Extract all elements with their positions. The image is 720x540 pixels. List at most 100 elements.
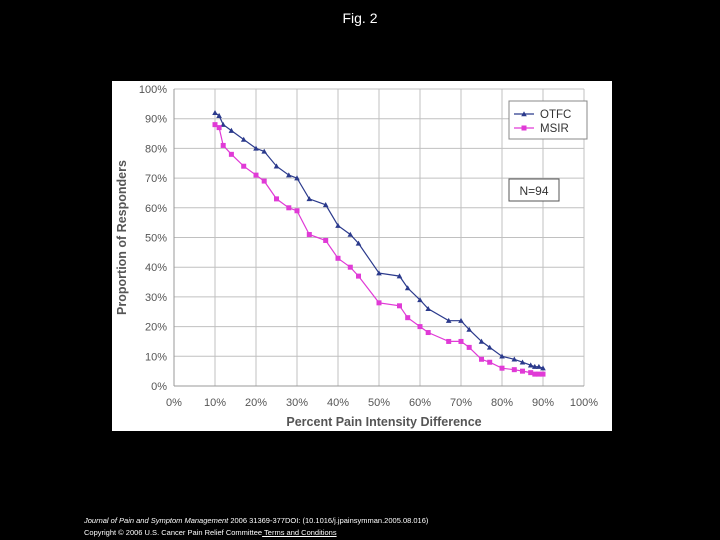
data-point bbox=[417, 324, 423, 330]
x-tick-label: 40% bbox=[327, 397, 349, 409]
data-point bbox=[521, 125, 527, 131]
data-point bbox=[404, 285, 411, 291]
x-tick-label: 100% bbox=[570, 397, 598, 409]
data-point bbox=[417, 297, 423, 303]
data-point bbox=[458, 338, 464, 344]
data-point bbox=[356, 273, 361, 279]
y-tick-label: 50% bbox=[145, 233, 167, 245]
data-point bbox=[486, 344, 493, 350]
data-point bbox=[220, 121, 226, 127]
data-point bbox=[220, 142, 226, 148]
legend-label: MSIR bbox=[540, 123, 569, 135]
data-point bbox=[445, 317, 452, 323]
data-point bbox=[216, 112, 222, 118]
footer-citation-line: Journal of Pain and Symptom Management 2… bbox=[84, 516, 428, 525]
data-point bbox=[397, 303, 402, 309]
data-point bbox=[532, 363, 538, 369]
y-tick-label: 10% bbox=[145, 351, 167, 363]
journal-name: Journal of Pain and Symptom Management bbox=[84, 516, 229, 525]
x-tick-label: 30% bbox=[286, 397, 308, 409]
data-point bbox=[212, 109, 218, 115]
x-axis-title: Percent Pain Intensity Difference bbox=[286, 415, 481, 429]
data-point bbox=[347, 264, 353, 270]
data-point bbox=[241, 163, 247, 169]
x-tick-label: 60% bbox=[409, 397, 431, 409]
citation-text: 2006 31369-377DOI: (10.1016/j.jpainsymma… bbox=[228, 516, 429, 525]
data-point bbox=[466, 326, 472, 332]
data-point bbox=[540, 365, 546, 371]
data-point bbox=[335, 255, 341, 261]
data-point bbox=[376, 300, 382, 306]
data-point bbox=[335, 222, 341, 228]
data-point bbox=[261, 148, 267, 154]
data-point bbox=[376, 270, 382, 276]
legend-item-msir: MSIR bbox=[514, 123, 569, 135]
data-point bbox=[306, 232, 312, 238]
data-point bbox=[240, 136, 247, 142]
data-point bbox=[253, 145, 259, 151]
slide-title: Fig. 2 bbox=[342, 10, 378, 26]
y-tick-label: 30% bbox=[145, 292, 167, 304]
x-tick-label: 20% bbox=[245, 397, 267, 409]
data-point bbox=[511, 367, 517, 373]
series-msir bbox=[212, 122, 546, 377]
legend-item-otfc: OTFC bbox=[514, 109, 571, 121]
data-point bbox=[347, 231, 354, 237]
data-point bbox=[499, 365, 505, 371]
footer-copyright-line: Copyright © 2006 U.S. Cancer Pain Relief… bbox=[84, 528, 337, 537]
data-point bbox=[396, 273, 403, 279]
data-point bbox=[479, 356, 484, 362]
x-tick-label: 50% bbox=[368, 397, 390, 409]
sample-size-annotation: N=94 bbox=[508, 178, 560, 202]
data-point bbox=[274, 196, 279, 202]
data-point bbox=[273, 163, 280, 169]
data-point bbox=[322, 202, 329, 208]
x-tick-label: 90% bbox=[532, 397, 554, 409]
y-tick-label: 20% bbox=[145, 322, 167, 334]
copyright-text: Copyright © 2006 U.S. Cancer Pain Relief… bbox=[84, 528, 263, 537]
data-point bbox=[405, 315, 411, 321]
data-point bbox=[261, 178, 267, 184]
y-tick-label: 80% bbox=[145, 143, 167, 155]
data-point bbox=[212, 122, 218, 128]
data-point bbox=[253, 172, 259, 178]
data-point bbox=[487, 359, 493, 365]
y-tick-label: 40% bbox=[145, 262, 167, 274]
data-point bbox=[527, 362, 534, 368]
legend: OTFC MSIR bbox=[508, 100, 588, 140]
data-point bbox=[425, 305, 431, 312]
data-point bbox=[528, 370, 534, 376]
data-point bbox=[355, 240, 362, 246]
legend-box bbox=[508, 100, 588, 140]
data-point bbox=[286, 172, 292, 178]
x-tick-label: 70% bbox=[450, 397, 472, 409]
data-point bbox=[458, 317, 464, 323]
figure-panel: 0% 10% 20% 30% 40% 50% 60% 70% 80% 90% 100% 0% 10% 20… bbox=[112, 81, 612, 431]
data-point bbox=[511, 356, 518, 362]
annotation-box bbox=[508, 178, 560, 202]
data-point bbox=[532, 371, 538, 377]
data-point bbox=[536, 371, 542, 377]
y-tick-label: 0% bbox=[151, 381, 167, 393]
data-point bbox=[521, 111, 527, 117]
data-point bbox=[499, 353, 505, 359]
legend-label: OTFC bbox=[540, 109, 571, 121]
data-point bbox=[228, 151, 234, 157]
data-point bbox=[540, 371, 546, 377]
terms-and-conditions-link[interactable]: Terms and Conditions bbox=[262, 528, 337, 537]
data-point bbox=[478, 338, 485, 344]
y-tick-label: 100% bbox=[139, 84, 167, 96]
x-tick-label: 0% bbox=[166, 397, 182, 409]
data-point bbox=[294, 208, 300, 214]
data-point bbox=[520, 368, 525, 374]
y-tick-label: 90% bbox=[145, 114, 167, 126]
data-point bbox=[228, 127, 235, 133]
data-point bbox=[216, 125, 222, 131]
y-tick-label: 70% bbox=[145, 173, 167, 185]
x-tick-label: 80% bbox=[491, 397, 513, 409]
data-point bbox=[536, 363, 542, 369]
y-tick-label: 60% bbox=[145, 203, 167, 215]
y-axis-title: Proportion of Responders bbox=[115, 160, 129, 315]
data-point bbox=[466, 344, 472, 350]
data-point bbox=[519, 359, 526, 365]
